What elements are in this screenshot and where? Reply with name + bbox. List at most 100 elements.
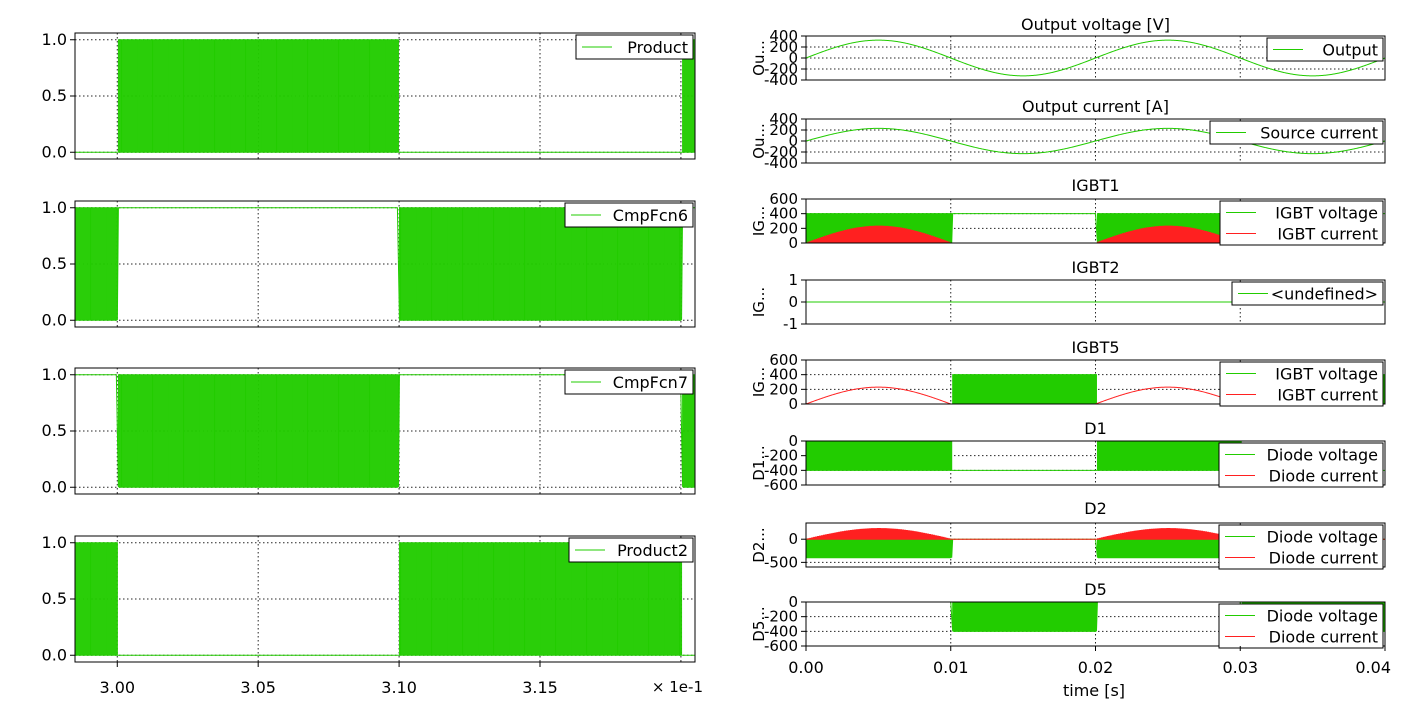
y-tick-label: 0.5 <box>42 589 67 608</box>
panel-r4: IGBT2 IG... 1 0 -1 <undefined> <box>750 258 1386 333</box>
plot-frame <box>805 440 1386 486</box>
panel-l3: 1.0 0.5 0.0 CmpFcn7 <box>42 365 696 496</box>
series-line-product <box>75 39 695 153</box>
series-group <box>806 127 1385 155</box>
y-tick-label: -400 <box>764 622 798 640</box>
x-tick-label: 3.15 <box>522 678 558 697</box>
plot-frame <box>74 367 696 495</box>
legend-label: Product <box>627 38 688 57</box>
y-tick-label: -600 <box>764 637 798 655</box>
y-tick-label: 1 <box>788 271 798 289</box>
legend-label: Diode current <box>1269 467 1378 486</box>
legend: Diode voltage Diode current <box>1218 603 1384 649</box>
y-tick-label: 400 <box>769 366 798 384</box>
legend-label: IGBT voltage <box>1275 365 1378 384</box>
legend-label: <undefined> <box>1271 285 1378 304</box>
panel-l1: 1.0 0.5 0.0 Product <box>42 30 696 161</box>
legend-box <box>1209 120 1384 145</box>
series-line-igbt-current <box>806 225 1385 243</box>
y-tick-label: 400 <box>769 27 798 45</box>
y-tick-label: 0 <box>788 530 798 548</box>
y-tick-label: 1.0 <box>42 365 67 384</box>
y-tick-label: 0 <box>788 293 798 311</box>
right-x-axis-label: time [s] <box>1063 681 1125 700</box>
x-tick-label: 0.00 <box>788 658 824 677</box>
y-axis-label: Ou... <box>750 123 768 159</box>
y-tick-label: 0 <box>788 395 798 413</box>
series-group <box>806 441 1385 471</box>
panel-title: IGBT2 <box>1071 258 1119 277</box>
y-tick-label: 0 <box>788 132 798 150</box>
y-axis-label: IG... <box>750 367 768 397</box>
panel-l2: 1.0 0.5 0.0 CmpFcn6 <box>42 198 696 329</box>
y-tick-label: -500 <box>764 553 798 571</box>
series-group <box>806 528 1385 559</box>
legend-label: CmpFcn6 <box>613 206 688 225</box>
legend-box <box>1218 524 1384 570</box>
x-tick-label: 0.02 <box>1078 658 1114 677</box>
y-tick-label: -200 <box>764 60 798 78</box>
plot-frame <box>74 32 696 160</box>
legend-box <box>1218 442 1384 488</box>
y-axis-label: IG... <box>750 287 768 317</box>
y-tick-label: 400 <box>769 110 798 128</box>
legend-label: CmpFcn7 <box>613 373 688 392</box>
y-tick-label: -200 <box>764 608 798 626</box>
panel-title: Output current [A] <box>1022 97 1169 116</box>
y-axis-label: IG... <box>750 206 768 236</box>
legend: Source current <box>1209 120 1384 145</box>
series-line-diode-voltage <box>806 441 1385 471</box>
legend-label: Diode current <box>1269 549 1378 568</box>
y-tick-label: -1 <box>783 315 798 333</box>
legend-label: IGBT current <box>1277 386 1378 405</box>
plot-panels: 1.0 0.5 0.0 Product 1.0 0.5 0.0 CmpFcn6 1.0 0.5 0.… <box>42 15 1391 697</box>
y-tick-label: -600 <box>764 476 798 494</box>
y-tick-label: 200 <box>769 219 798 237</box>
legend-label: Diode voltage <box>1267 446 1378 465</box>
legend: <undefined> <box>1231 281 1384 306</box>
plot-frame <box>805 35 1386 81</box>
y-tick-label: 0 <box>788 234 798 252</box>
y-tick-label: 0.0 <box>42 645 67 664</box>
legend: Output <box>1266 37 1384 62</box>
legend: IGBT voltage IGBT current <box>1219 200 1384 246</box>
legend: Diode voltage Diode current <box>1218 524 1384 570</box>
panel-title: D1 <box>1084 419 1107 438</box>
y-tick-label: -400 <box>764 154 798 172</box>
series-line-igbt-voltage <box>806 213 1385 243</box>
y-tick-label: 0 <box>788 432 798 450</box>
y-tick-label: 1.0 <box>42 533 67 552</box>
panel-title: IGBT5 <box>1071 338 1119 357</box>
legend-label: Source current <box>1260 124 1378 143</box>
legend: Product <box>575 34 694 60</box>
right-x-axis: 0.00 0.01 0.02 0.03 0.04 <box>788 646 1391 677</box>
y-tick-label: 0.5 <box>42 86 67 105</box>
legend: Diode voltage Diode current <box>1218 442 1384 488</box>
plot-frame <box>805 522 1386 568</box>
y-tick-label: 200 <box>769 38 798 56</box>
y-tick-label: 0.5 <box>42 254 67 273</box>
series-group <box>75 374 695 488</box>
plot-frame <box>74 200 696 328</box>
legend-box <box>568 537 694 563</box>
legend-box <box>1219 200 1384 246</box>
plot-frame <box>74 535 696 663</box>
panel-l4: 1.0 0.5 0.0 Product2 <box>42 533 696 664</box>
y-tick-label: 0.0 <box>42 310 67 329</box>
x-tick-label: 0.03 <box>1222 658 1258 677</box>
legend-box <box>1219 361 1384 407</box>
series-group <box>806 602 1385 632</box>
y-tick-label: 0 <box>788 593 798 611</box>
y-tick-label: 0 <box>788 49 798 67</box>
series-line-diode-current <box>806 528 1385 540</box>
legend-box <box>1218 603 1384 649</box>
y-tick-label: -400 <box>764 461 798 479</box>
x-tick-label: 0.01 <box>933 658 969 677</box>
x-tick-label: 3.05 <box>240 678 276 697</box>
series-group <box>806 39 1385 77</box>
